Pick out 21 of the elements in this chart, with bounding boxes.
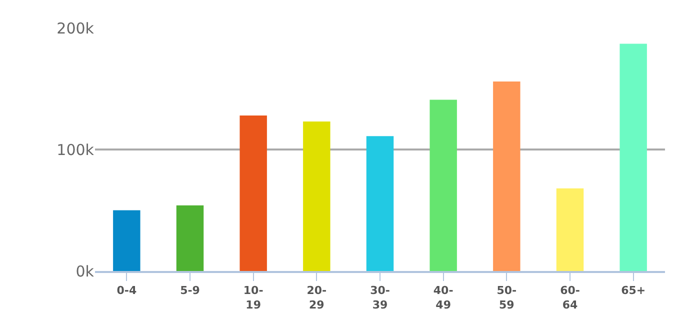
x-tick-label: 65+ [621,284,646,298]
x-tick-label: 10- 19 [243,284,264,312]
bar [113,210,140,271]
x-tick-label: 5-9 [180,284,200,298]
y-tick-label: 0k [76,262,94,280]
x-tick-label: 20- 29 [306,284,327,312]
bar [176,205,204,271]
bar [430,100,457,271]
bar [303,122,330,271]
bar [493,81,520,271]
bar [556,188,584,271]
bar [366,136,394,271]
bar [620,44,647,271]
y-tick-label: 100k [56,140,94,159]
x-tick-label: 60- 64 [560,284,580,312]
x-tick-label: 40- 49 [433,284,454,312]
x-tick-label: 30- 39 [370,284,390,312]
y-tick-label: 200k [56,19,94,38]
x-tick-label: 50- 59 [496,284,517,312]
x-tick-label: 0-4 [116,284,137,298]
bar [240,115,267,271]
